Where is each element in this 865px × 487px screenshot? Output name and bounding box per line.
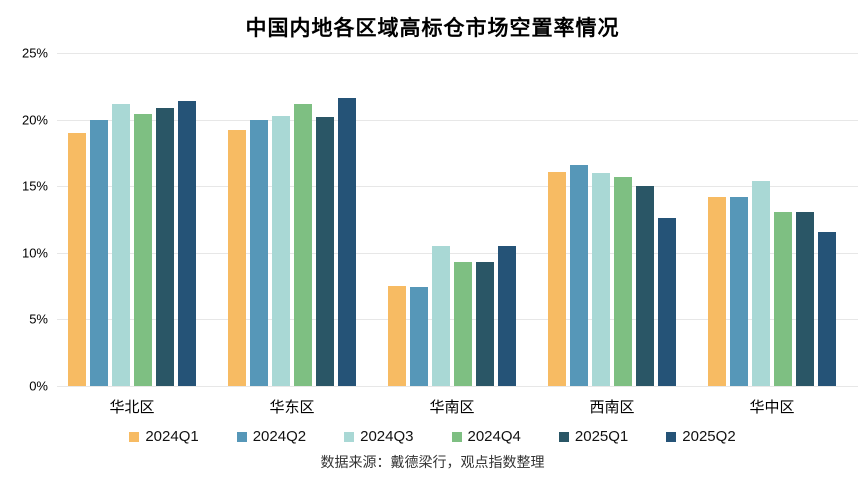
bar-华东区-2024Q2 (250, 119, 268, 386)
bar-华南区-2024Q4 (454, 262, 472, 386)
bar-华北区-2024Q3 (112, 103, 130, 386)
bar-华中区-2024Q1 (708, 196, 726, 386)
legend-label: 2025Q1 (574, 428, 629, 445)
x-label-华东区: 华东区 (269, 399, 315, 416)
x-label-华中区: 华中区 (749, 399, 795, 416)
legend-swatch-icon (558, 431, 569, 442)
y-tick-label: 25% (21, 45, 48, 61)
legend-item-2024Q2: 2024Q2 (236, 428, 307, 445)
bar-华东区-2024Q1 (228, 130, 246, 386)
bar-华东区-2025Q1 (316, 116, 334, 386)
legend-label: 2024Q4 (467, 428, 521, 445)
bar-西南区-2025Q2 (658, 218, 676, 386)
y-tick-label: 5% (29, 311, 48, 327)
legend-label: 2024Q3 (360, 428, 414, 445)
bar-group-西南区 (532, 53, 692, 386)
bar-西南区-2024Q1 (548, 171, 566, 386)
bar-西南区-2024Q4 (614, 176, 632, 386)
bar-华北区-2024Q1 (68, 132, 86, 386)
bar-华南区-2024Q3 (432, 246, 450, 386)
y-tick-label: 0% (29, 378, 48, 394)
gridline-25% (57, 53, 858, 54)
bars-layer (52, 53, 852, 386)
bar-华南区-2024Q1 (388, 286, 406, 386)
legend-item-2024Q4: 2024Q4 (451, 428, 521, 445)
gridline-0% (57, 386, 858, 387)
bar-华北区-2024Q4 (134, 114, 152, 386)
legend-item-2025Q2: 2025Q2 (666, 428, 736, 445)
chart-legend: 2024Q1 2024Q2 2024Q3 2024Q4 2025Q1 2025Q2 (0, 428, 865, 445)
x-label-华南区: 华南区 (429, 399, 475, 416)
gridline-10% (57, 252, 858, 254)
x-label-华北区: 华北区 (109, 399, 155, 416)
bar-西南区-2024Q2 (570, 164, 588, 386)
data-source-note: 数据来源：戴德梁行，观点指数整理 (320, 454, 545, 470)
legend-item-2025Q1: 2025Q1 (558, 428, 629, 445)
bar-group-华东区 (212, 53, 372, 386)
bar-华东区-2024Q4 (294, 103, 312, 386)
bar-华北区-2025Q2 (178, 100, 196, 386)
bar-华北区-2025Q1 (156, 107, 174, 386)
bar-华南区-2025Q1 (476, 262, 494, 386)
legend-label: 2024Q2 (252, 428, 307, 445)
x-axis-category-labels: 华北区 华东区 华南区 西南区 华中区 (52, 396, 852, 417)
bar-华中区-2025Q1 (796, 211, 814, 386)
x-label-西南区: 西南区 (589, 399, 635, 416)
bar-华中区-2025Q2 (818, 231, 836, 386)
bar-华东区-2024Q3 (272, 115, 290, 386)
legend-swatch-icon (344, 431, 355, 442)
legend-swatch-icon (129, 431, 140, 442)
legend-swatch-icon (236, 431, 247, 442)
bar-华东区-2025Q2 (338, 98, 356, 386)
legend-item-2024Q1: 2024Q1 (129, 428, 199, 445)
bar-华中区-2024Q4 (774, 211, 792, 386)
bar-华中区-2024Q3 (752, 180, 770, 386)
legend-swatch-icon (666, 431, 677, 442)
bar-华南区-2024Q2 (410, 287, 428, 386)
y-tick-label: 10% (21, 245, 48, 261)
bar-group-华中区 (692, 53, 852, 386)
bar-group-华南区 (372, 53, 532, 386)
y-tick-label: 15% (21, 178, 48, 194)
legend-swatch-icon (451, 431, 462, 442)
bar-group-华北区 (52, 53, 212, 386)
gridline-15% (57, 186, 858, 188)
bar-华北区-2024Q2 (90, 119, 108, 386)
legend-label: 2024Q1 (145, 428, 199, 445)
bar-华南区-2025Q2 (498, 246, 516, 386)
gridline-20% (57, 119, 858, 121)
legend-item-2024Q3: 2024Q3 (344, 428, 414, 445)
bar-华中区-2024Q2 (730, 196, 748, 386)
bar-西南区-2025Q1 (636, 186, 654, 386)
legend-label: 2025Q2 (682, 428, 736, 445)
bar-西南区-2024Q3 (592, 172, 610, 386)
y-tick-label: 20% (21, 112, 48, 128)
chart-title: 中国内地各区域高标仓市场空置率情况 (245, 17, 620, 40)
